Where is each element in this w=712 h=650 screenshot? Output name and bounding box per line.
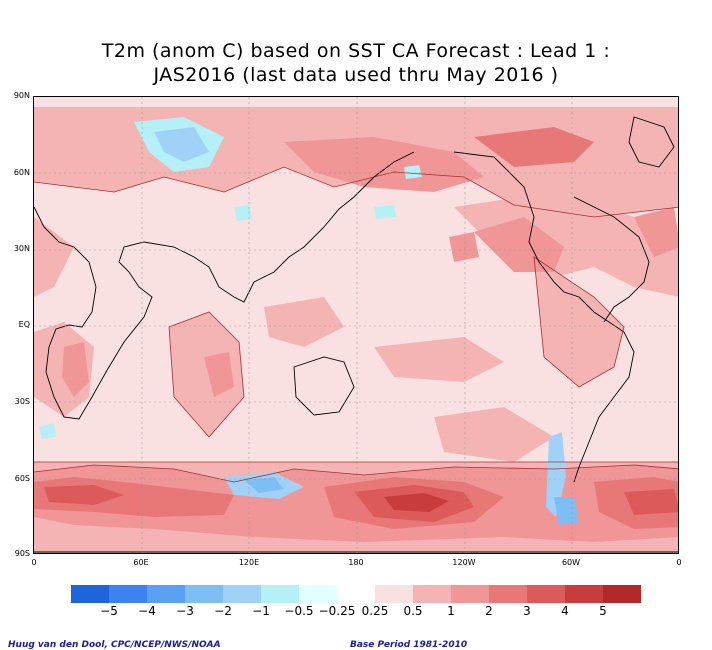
north-america-east-coast [573,196,650,323]
legend-label: −0.5 [284,604,314,618]
legend-color-box [565,585,603,603]
legend-label: −4 [138,604,156,618]
greenland-coast [628,116,675,168]
lon-label: 0 [676,558,682,567]
legend-label: −2 [214,604,232,618]
americas-west-coast [453,151,635,483]
lat-label: 90N [13,91,30,100]
lat-lon-grid [34,97,678,553]
legend-color-box [603,585,641,603]
legend-label: −1 [252,604,270,618]
legend-label: 5 [599,604,607,618]
lat-label: 60S [14,474,30,483]
legend-color-box [489,585,527,603]
lat-label: EQ [18,320,30,329]
legend-label: 3 [523,604,531,618]
legend-color-box [261,585,299,603]
legend-color-box [71,585,109,603]
legend-color-box [375,585,413,603]
anomaly-map-panel [33,96,679,554]
lon-label: 180 [348,558,364,567]
legend-label: 0.5 [403,604,423,618]
australia-coast [293,356,355,416]
anomaly-4-5-zones [384,493,449,512]
legend-label: −0.25 [318,604,356,618]
legend-color-box [413,585,451,603]
legend-label: 0.25 [361,604,389,618]
legend-label: −3 [176,604,194,618]
lat-label: 30N [13,244,30,253]
map-title-line-2: JAS2016 (last data used thru May 2016 ) [153,64,559,86]
lon-label: 120E [238,558,260,567]
legend-color-box [527,585,565,603]
legend-label: 2 [485,604,493,618]
base-period: Base Period 1981-2010 [350,640,468,650]
legend-color-box [147,585,185,603]
legend-color-box [109,585,147,603]
anomaly-map [34,97,678,553]
legend-color-box [299,585,337,603]
legend-color-box [185,585,223,603]
lon-label: 60E [133,558,149,567]
lat-label: 90S [14,549,30,558]
legend-color-box [337,585,375,603]
color-scale-legend [71,585,641,603]
map-title-line-1: T2m (anom C) based on SST CA Forecast : … [101,40,611,62]
anomaly-3-4-zones [44,485,678,522]
lat-label: 60N [13,168,30,177]
author-credit: Huug van den Dool, CPC/NCEP/NWS/NOAA [8,640,221,650]
lon-label: 60W [561,558,581,567]
legend-label: 1 [447,604,455,618]
lat-label: 30S [14,397,30,406]
legend-label: 4 [561,604,569,618]
lon-label: 120W [452,558,476,567]
lon-label: 0 [31,558,37,567]
legend-label: −5 [100,604,118,618]
legend-color-box [451,585,489,603]
eurasia-africa-coast [34,151,415,420]
legend-color-box [223,585,261,603]
